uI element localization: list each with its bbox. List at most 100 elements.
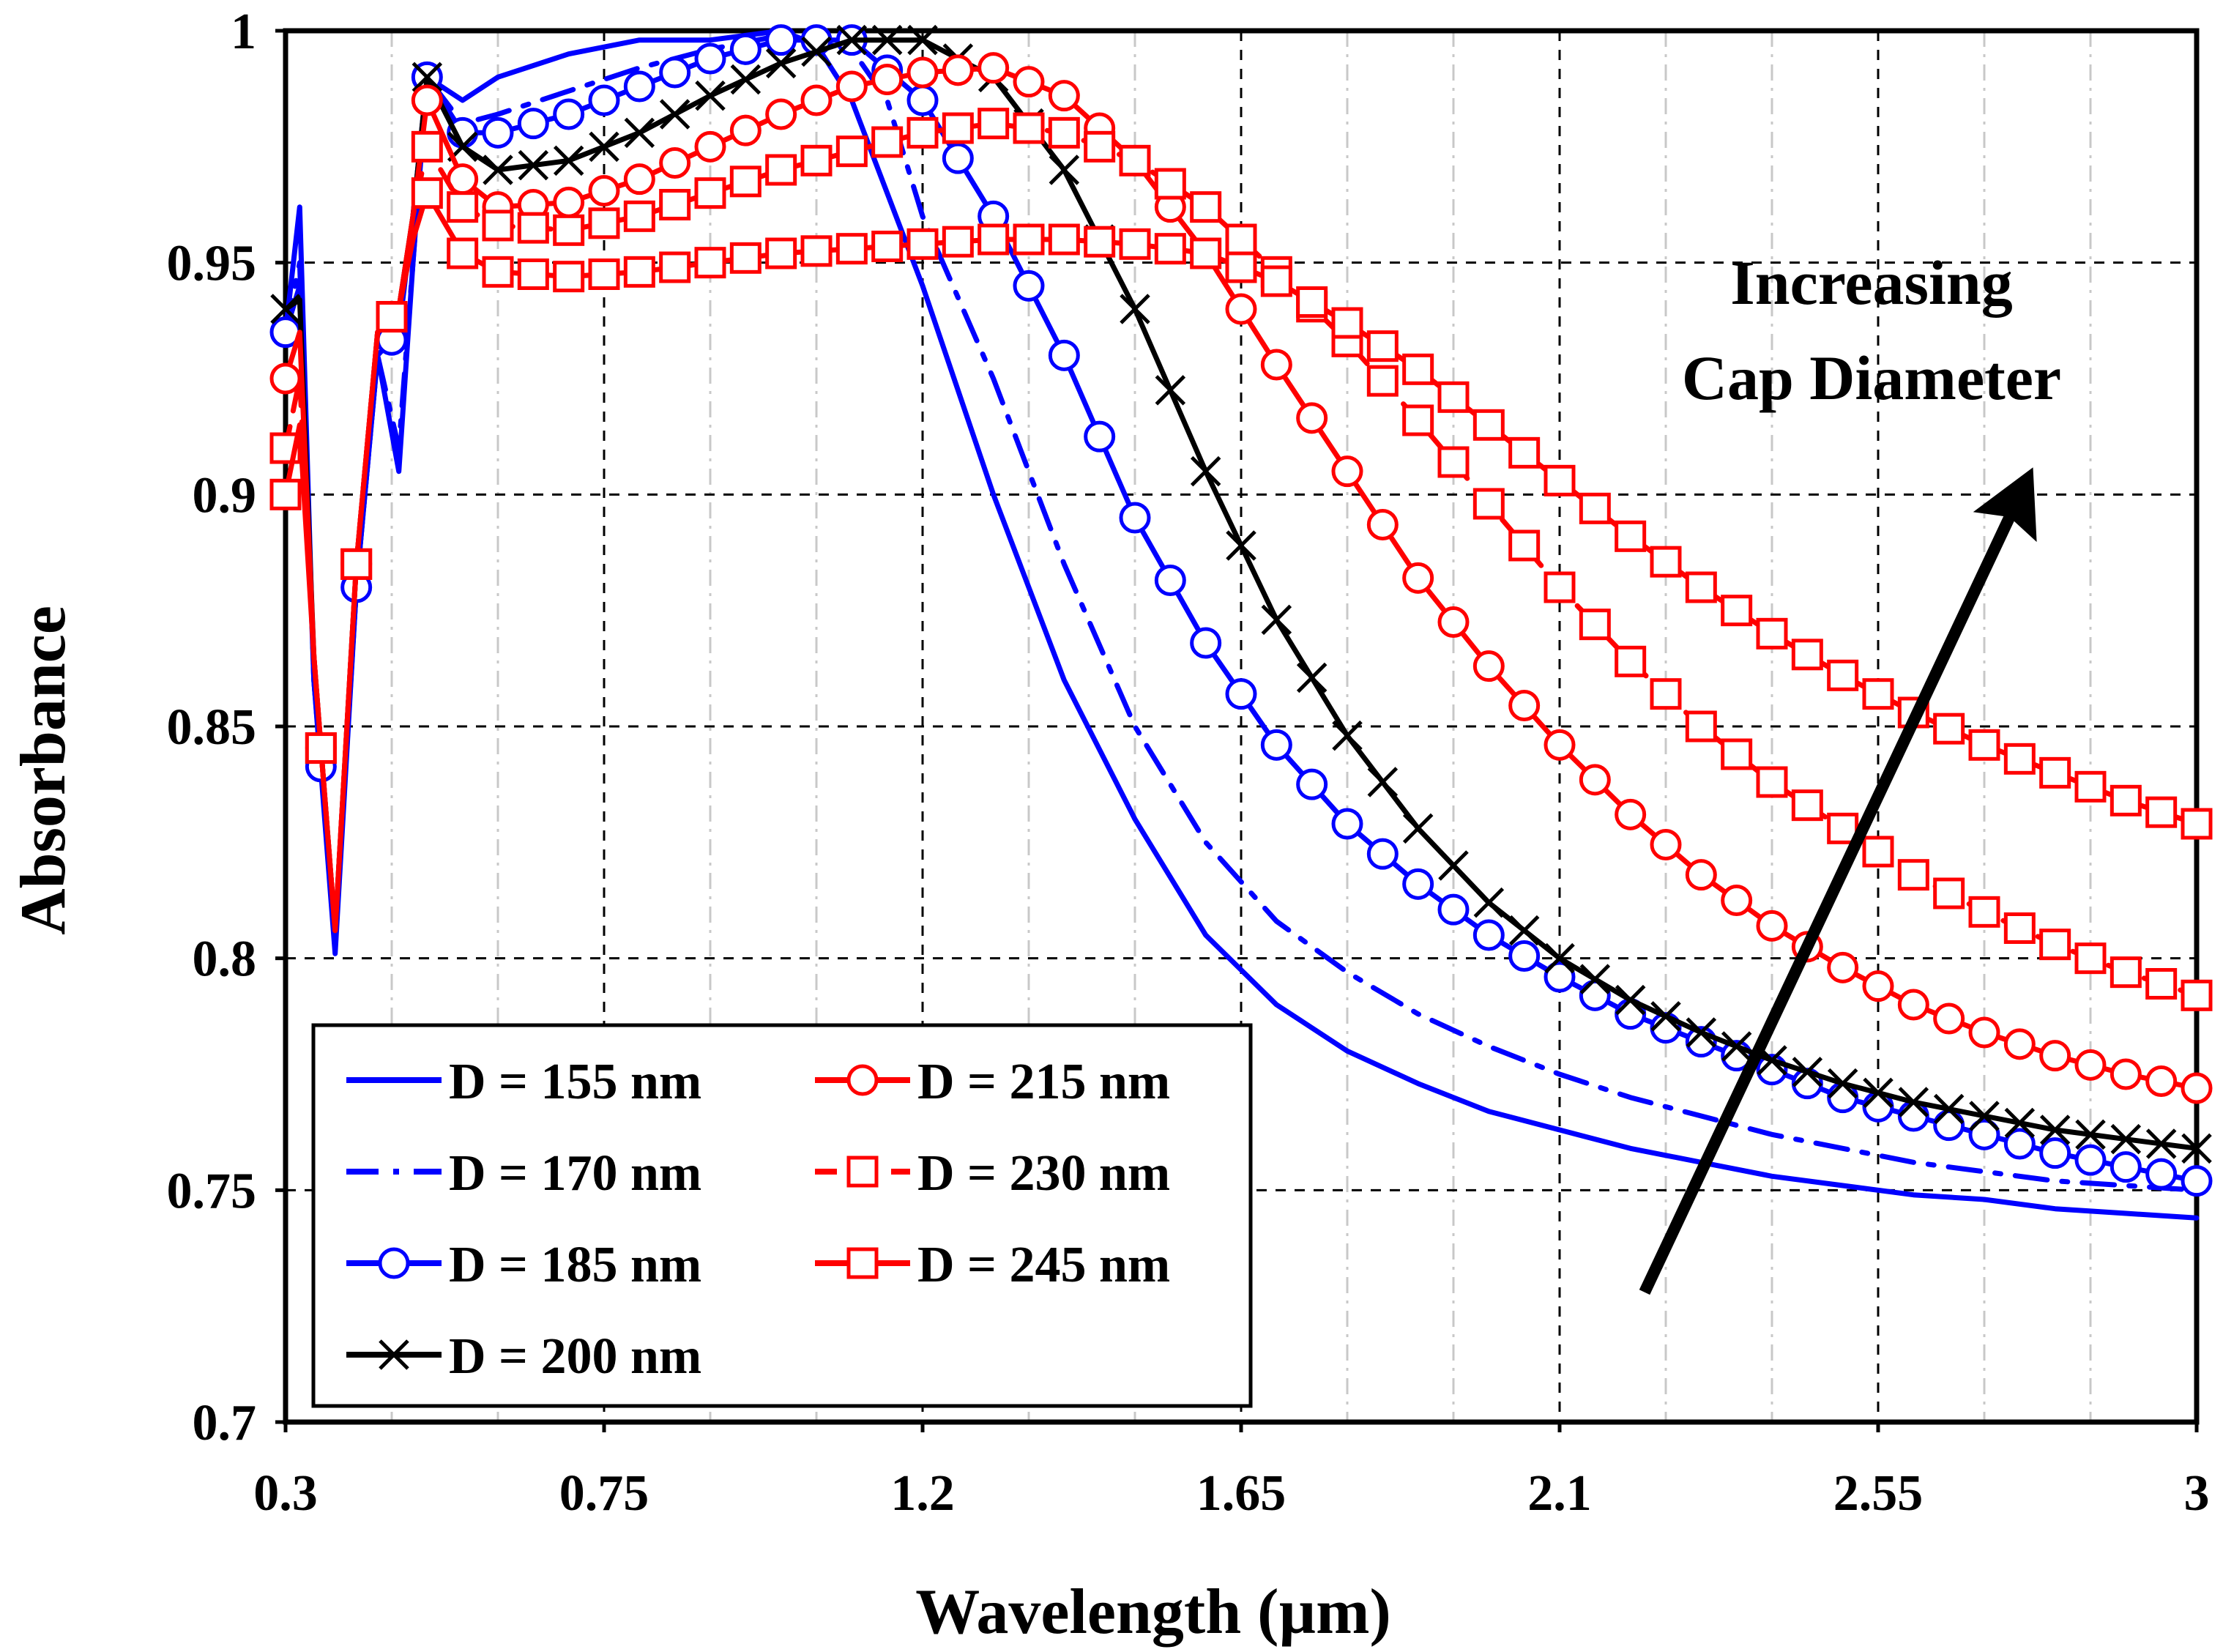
square-marker [835,233,868,265]
circle-marker [1968,1016,2000,1049]
x-marker [1120,294,1150,324]
x-marker [801,36,832,67]
square-marker [2181,808,2213,840]
square-marker [1366,365,1399,397]
x-marker [2145,1128,2177,1159]
square-marker [1685,710,1717,743]
x-marker [1155,375,1186,406]
circle-marker [623,70,655,103]
circle-marker [1260,729,1292,761]
circle-marker [1472,650,1505,682]
x-tick-label: 3 [2184,1465,2210,1522]
circle-marker [1508,940,1541,972]
circle-marker [482,116,514,149]
circle-marker [659,56,691,89]
square-marker [1437,446,1470,478]
square-marker [1472,409,1505,441]
square-marker [1084,226,1116,258]
circle-marker [1579,764,1611,796]
y-tick-label: 0.8 [193,931,257,988]
x-marker [1332,720,1363,751]
square-marker [729,242,762,274]
x-axis-title: Wavelength (µm) [915,1577,1391,1648]
circle-marker [1685,859,1717,891]
square-marker [2074,942,2107,975]
square-marker [846,1156,879,1188]
square-marker [1154,168,1186,200]
square-marker [2110,956,2142,989]
x-marker [589,131,619,163]
square-marker [517,212,549,244]
square-marker [1827,659,1859,691]
square-marker [978,108,1010,140]
y-tick-label: 0.95 [167,236,257,292]
square-marker [1544,464,1576,496]
square-marker [588,258,620,290]
square-marker [1615,645,1647,677]
y-axis-title: Absorbance [8,606,79,935]
circle-marker [694,130,726,163]
circle-marker [2039,1040,2071,1072]
circle-marker [729,33,762,65]
x-marker [871,24,903,56]
square-marker [1013,112,1045,144]
legend-entry: D = 185 nm [346,1237,701,1293]
series-d-155-nm [283,28,2200,1221]
square-marker [623,200,655,232]
circle-marker [2003,1028,2036,1060]
square-marker [2110,784,2142,816]
circle-marker [1190,627,1222,659]
square-marker [1048,223,1080,256]
x-marker [2181,1133,2212,1164]
x-marker [1261,604,1292,636]
circle-marker [1296,402,1328,434]
circle-marker [269,362,302,395]
circle-marker [1862,970,1894,1002]
square-marker [1472,488,1505,520]
square-marker [942,112,974,144]
square-marker [553,214,585,246]
circle-marker [1437,893,1470,926]
square-marker [871,231,904,262]
circle-marker [1756,909,1788,942]
legend: D = 155 nm D = 170 nm D = 185 nm D = 200 nm… [311,1023,1253,1408]
data-series [269,24,2213,1221]
x-tick-label: 2.1 [1527,1465,1592,1522]
square-marker [2145,796,2178,828]
circle-marker [1225,293,1257,325]
circle-marker [1968,1118,2000,1150]
circle-marker [1544,729,1576,761]
x-marker [1226,530,1256,561]
square-marker [1579,609,1611,641]
circle-marker [1402,868,1434,900]
x-marker [1898,1087,1929,1117]
annotation-text-line-2: Cap Diameter [1682,343,2061,413]
legend-label: D = 155 nm [449,1054,701,1110]
circle-marker [2039,1137,2071,1169]
circle-marker [835,70,868,103]
square-marker [1968,729,2000,761]
square-marker [659,251,691,283]
x-marker [1933,1093,1965,1125]
x-marker [624,117,655,149]
circle-marker [846,1064,879,1096]
legend-entry: D = 170 nm [346,1145,701,1202]
circle-marker [800,84,833,116]
square-marker [2145,968,2178,1000]
square-marker [2181,979,2213,1011]
square-marker [765,237,797,269]
circle-marker [1225,678,1257,710]
x-marker [518,149,549,181]
series-d-170-nm [283,32,2200,1193]
square-marker [2003,743,2036,775]
legend-label: D = 230 nm [917,1145,1170,1202]
x-marker [1579,964,1611,994]
square-marker [1650,678,1682,710]
x-tick-label: 1.65 [1196,1465,1286,1522]
legend-entry: D = 155 nm [346,1054,701,1110]
x-marker [1827,1068,1858,1099]
x-marker [1969,1101,2000,1131]
square-marker [1791,639,1823,671]
circle-marker [1721,885,1753,916]
circle-marker [2074,1049,2107,1081]
